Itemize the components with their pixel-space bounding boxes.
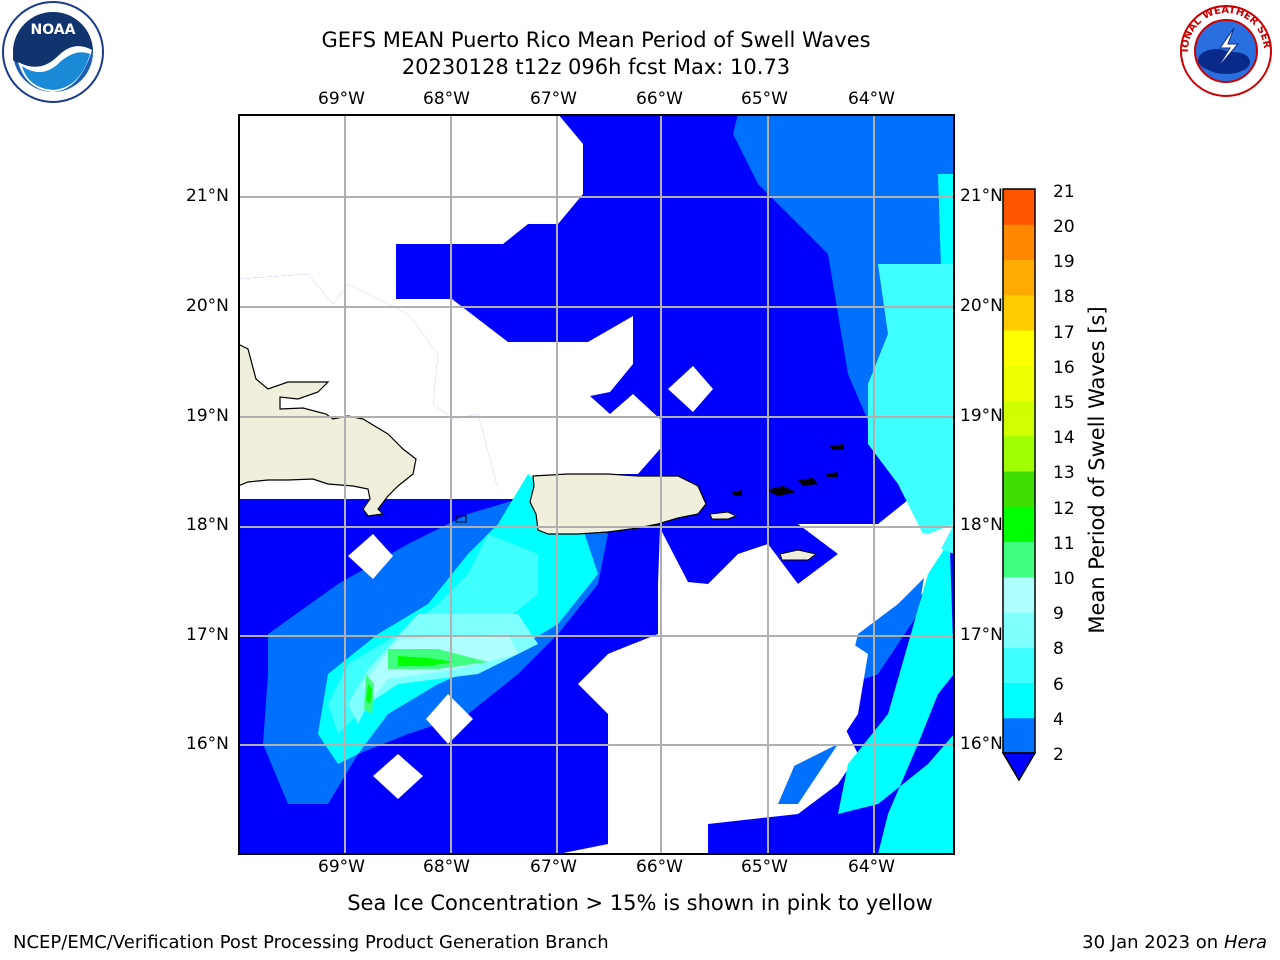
colorbar-tick: 12 <box>1053 499 1075 519</box>
colorbar-cell <box>1003 576 1035 613</box>
colorbar-tick: 15 <box>1053 393 1075 413</box>
colorbar-cell <box>1003 612 1035 648</box>
colorbar-cell <box>1003 647 1035 683</box>
colorbar-label: Mean Period of Swell Waves [s] <box>1085 306 1109 634</box>
footer-credit: NCEP/EMC/Verification Post Processing Pr… <box>13 932 609 953</box>
colorbar-tick: 21 <box>1053 182 1075 202</box>
lat-label-right-17n: 17°N <box>960 625 1003 645</box>
swell-region-11-12-b <box>366 684 372 704</box>
footer-host: Hera <box>1223 932 1267 953</box>
colorbar-cell <box>1003 400 1035 437</box>
colorbar-cell <box>1003 717 1035 754</box>
colorbar-cell <box>1003 541 1035 578</box>
lon-label-bottom-65w: 65°W <box>741 857 788 877</box>
chart-title: GEFS MEAN Puerto Rico Mean Period of Swe… <box>321 28 871 52</box>
swell-region-light-cyan-east <box>868 264 954 554</box>
colorbar-cell <box>1003 365 1035 401</box>
sea-ice-caption: Sea Ice Concentration > 15% is shown in … <box>347 891 933 915</box>
footer-date-text: 30 Jan 2023 on <box>1082 932 1224 953</box>
white-hole-4 <box>373 754 423 799</box>
colorbar-tick: 20 <box>1053 217 1075 237</box>
land-hispaniola <box>238 343 417 517</box>
lat-label-right-20n: 20°N <box>960 296 1003 316</box>
land-st-croix <box>779 549 818 561</box>
colorbar-cell <box>1003 506 1035 542</box>
lon-label-bottom-69w: 69°W <box>318 857 365 877</box>
colorbar-tick: 9 <box>1053 604 1064 624</box>
lon-label-top-67w: 67°W <box>530 89 577 109</box>
lat-label-left-17n: 17°N <box>186 625 229 645</box>
lat-label-left-18n: 18°N <box>186 515 229 535</box>
colorbar-tick: 2 <box>1053 745 1064 765</box>
lat-label-left-21n: 21°N <box>186 186 229 206</box>
noaa-logo-text: NOAA <box>31 22 76 38</box>
land-islet-1 <box>766 486 796 496</box>
lat-label-right-21n: 21°N <box>960 186 1003 206</box>
colorbar-tick: 13 <box>1053 463 1075 483</box>
lon-label-bottom-68w: 68°W <box>423 857 470 877</box>
map-frame <box>238 114 955 855</box>
colorbar-tick: 14 <box>1053 428 1075 448</box>
white-hole-3 <box>426 694 473 744</box>
colorbar-border <box>1002 188 1036 754</box>
nws-logo: NATIONAL WEATHER SERVICE <box>1172 0 1276 100</box>
colorbar-tick: 6 <box>1053 675 1064 695</box>
white-region-east-center <box>658 524 954 674</box>
lat-label-left-16n: 16°N <box>186 734 229 754</box>
colorbar-tick: 16 <box>1053 358 1075 378</box>
colorbar-tick: 18 <box>1053 287 1075 307</box>
land-islet-4 <box>826 472 838 477</box>
colorbar <box>1001 188 1037 782</box>
lat-label-right-18n: 18°N <box>960 515 1003 535</box>
colorbar-tick: 17 <box>1053 323 1075 343</box>
colorbar-cell <box>1003 682 1035 719</box>
chart-subtitle: 20230128 t12z 096h fcst Max: 10.73 <box>401 55 791 79</box>
colorbar-cell <box>1003 259 1035 296</box>
swell-region-cyan-east <box>838 174 954 854</box>
gridlines <box>238 114 954 854</box>
lat-label-right-19n: 19°N <box>960 406 1003 426</box>
land-vieques <box>709 511 738 520</box>
land-islet-2 <box>798 478 818 486</box>
lon-label-top-65w: 65°W <box>741 89 788 109</box>
footer-date: 30 Jan 2023 on Hera <box>1082 932 1267 953</box>
lon-label-bottom-67w: 67°W <box>530 857 577 877</box>
colorbar-ticks: 2 4 6 8 9 10 11 12 13 14 15 16 17 18 19 … <box>1046 178 1086 768</box>
colorbar-cell <box>1003 471 1035 507</box>
colorbar-cell <box>1003 294 1035 331</box>
lat-label-left-19n: 19°N <box>186 406 229 426</box>
land-islet-6 <box>732 490 742 496</box>
colorbar-cell <box>1003 330 1035 366</box>
lon-label-bottom-64w: 64°W <box>848 857 895 877</box>
swell-region-11-12 <box>398 656 453 666</box>
colorbar-tick: 4 <box>1053 710 1064 730</box>
colorbar-tick: 10 <box>1053 569 1075 589</box>
colorbar-cell <box>1003 224 1035 260</box>
colorbar-cells <box>1003 189 1035 754</box>
white-region-south-center <box>608 634 868 844</box>
colorbar-tick: 8 <box>1053 639 1064 659</box>
colorbar-tick: 11 <box>1053 534 1075 554</box>
white-hole-2 <box>348 534 393 579</box>
colorbar-cell <box>1003 435 1035 472</box>
white-hole-1 <box>668 366 713 412</box>
lon-label-top-64w: 64°W <box>848 89 895 109</box>
land-islet-3 <box>830 444 844 450</box>
lat-label-right-16n: 16°N <box>960 734 1003 754</box>
colorbar-tick: 19 <box>1053 252 1075 272</box>
colorbar-extend-arrow <box>1001 752 1037 782</box>
lon-label-bottom-66w: 66°W <box>636 857 683 877</box>
lon-label-top-69w: 69°W <box>318 89 365 109</box>
lon-label-top-68w: 68°W <box>423 89 470 109</box>
land-islet-5 <box>455 515 467 523</box>
lat-label-left-20n: 20°N <box>186 296 229 316</box>
noaa-logo: NOAA <box>0 0 106 106</box>
lon-label-top-66w: 66°W <box>636 89 683 109</box>
map-border <box>238 114 955 855</box>
colorbar-cell <box>1003 189 1035 225</box>
